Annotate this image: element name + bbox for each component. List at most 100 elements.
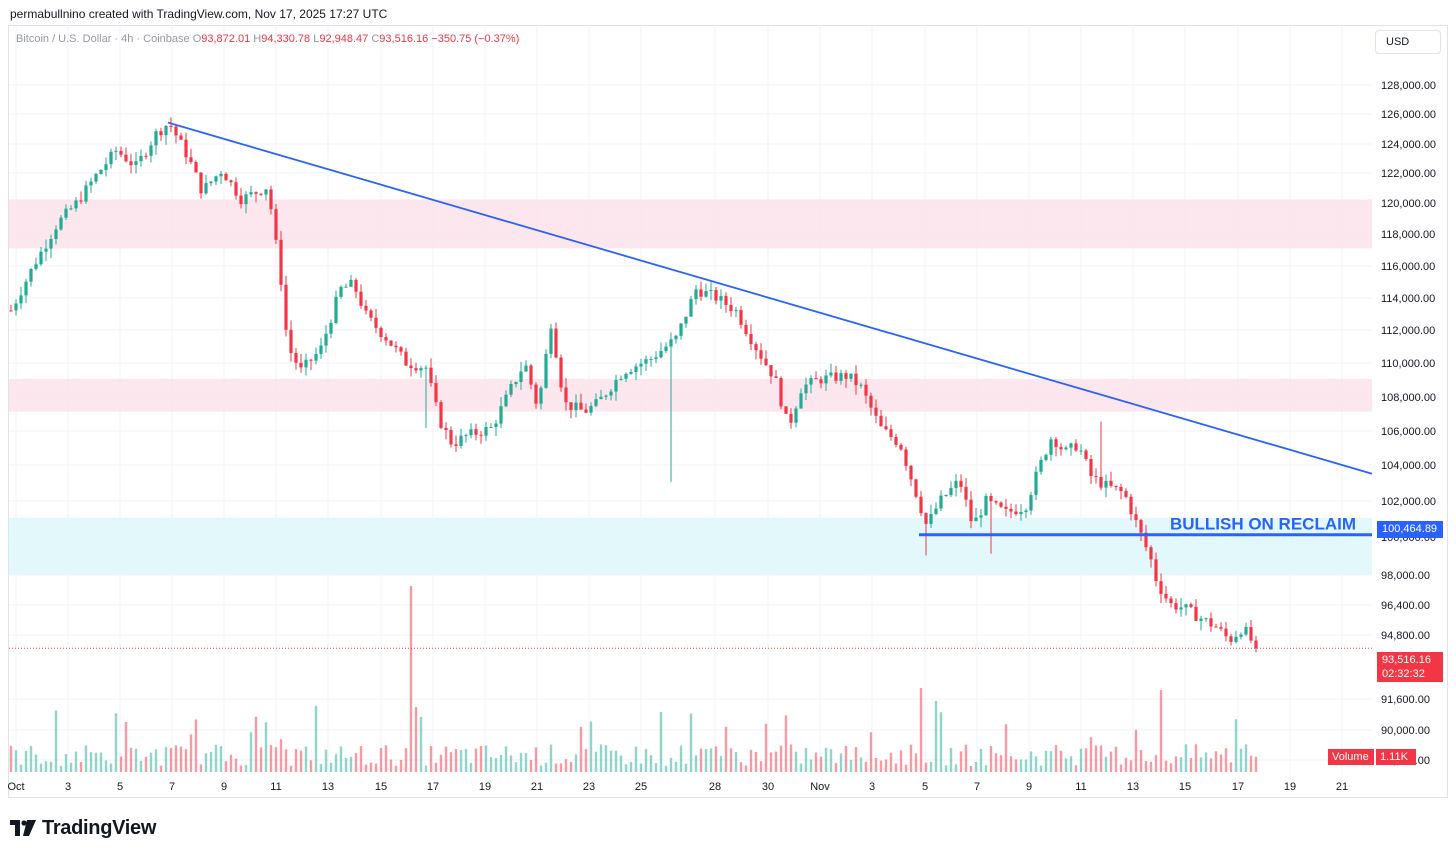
tradingview-logo-icon xyxy=(10,820,36,836)
candle-body xyxy=(939,495,943,509)
volume-bar xyxy=(444,746,448,772)
tradingview-logo[interactable]: TradingView xyxy=(10,816,156,840)
candle-body xyxy=(894,437,898,445)
candle-body xyxy=(29,268,33,282)
candle-body xyxy=(624,373,628,379)
x-tick-label: 23 xyxy=(583,781,595,793)
volume-bar xyxy=(1114,746,1118,772)
candle-body xyxy=(54,229,58,239)
candle-body xyxy=(1169,598,1173,604)
candle-body xyxy=(259,193,263,195)
candle-body xyxy=(184,139,188,158)
candle-body xyxy=(584,409,588,413)
candle-body xyxy=(879,415,883,427)
x-tick-label: 17 xyxy=(1232,781,1244,793)
volume-bar xyxy=(174,745,178,772)
candle-body xyxy=(439,402,443,428)
candle-body xyxy=(1064,447,1068,450)
volume-bar xyxy=(634,746,638,772)
volume-bar xyxy=(664,765,668,772)
volume-bar xyxy=(1229,762,1233,772)
volume-bar xyxy=(719,755,723,772)
candle-body xyxy=(884,426,888,430)
candle-body xyxy=(374,317,378,328)
candle-body xyxy=(689,299,693,317)
volume-bar xyxy=(1254,756,1258,772)
y-tick-label: 102,000.00 xyxy=(1381,496,1436,508)
volume-bar xyxy=(239,765,243,772)
candle-body xyxy=(219,173,223,177)
candle-body xyxy=(314,353,318,361)
volume-bar xyxy=(1249,755,1253,772)
candle-body xyxy=(719,296,723,301)
volume-bar xyxy=(834,763,838,772)
candle-body xyxy=(84,185,88,202)
candle-body xyxy=(14,303,18,311)
candle-body xyxy=(639,363,643,367)
candle-body xyxy=(429,367,433,383)
volume-bar xyxy=(1034,756,1038,772)
currency-button[interactable]: USD xyxy=(1375,30,1441,54)
candle-body xyxy=(844,373,848,379)
volume-bar xyxy=(224,761,228,772)
candle-body xyxy=(654,357,658,359)
candle-body xyxy=(169,125,173,127)
y-tick-label: 110,000.00 xyxy=(1381,358,1435,370)
volume-bar xyxy=(19,764,23,772)
candle-body xyxy=(779,378,783,407)
candle-body xyxy=(914,479,918,497)
volume-bar xyxy=(39,763,43,772)
candle-body xyxy=(149,145,153,156)
candle-body xyxy=(744,324,748,334)
volume-bar xyxy=(354,753,358,772)
volume-bar xyxy=(289,765,293,772)
candle-body xyxy=(554,328,558,358)
volume-bar xyxy=(169,747,173,772)
candle-body xyxy=(1154,559,1158,582)
volume-bar xyxy=(1174,756,1178,772)
candle-body xyxy=(994,501,998,503)
candle-body xyxy=(974,517,978,522)
x-tick-label: 13 xyxy=(1127,781,1139,793)
candle-body xyxy=(694,289,698,300)
chart-credit: permabullnino created with TradingView.c… xyxy=(10,7,388,21)
candle-body xyxy=(574,402,578,411)
candle-body xyxy=(869,395,873,408)
candle-body xyxy=(1014,511,1018,515)
volume-bar xyxy=(34,754,38,772)
candle-body xyxy=(459,435,463,446)
candle-body xyxy=(724,296,728,306)
candle-body xyxy=(1109,480,1113,486)
candle-body xyxy=(594,399,598,406)
y-tick-label: 106,000.00 xyxy=(1381,426,1436,438)
volume-bar xyxy=(1084,748,1088,772)
volume-bar xyxy=(294,749,298,772)
candle-body xyxy=(544,353,548,388)
volume-bar xyxy=(309,760,313,772)
volume-bar xyxy=(614,750,618,772)
candle-body xyxy=(1139,520,1143,533)
candle-body xyxy=(619,378,623,380)
candle-body xyxy=(514,381,518,385)
x-tick-label: 11 xyxy=(270,781,281,793)
candle-body xyxy=(979,515,983,518)
x-tick-label: 9 xyxy=(1026,781,1032,793)
volume-bar xyxy=(609,750,613,772)
volume-bar xyxy=(859,757,863,772)
last-price-value: 93,516.16 xyxy=(1382,654,1431,666)
candle-body xyxy=(204,183,208,194)
volume-bar xyxy=(1239,748,1243,772)
volume-bar xyxy=(1184,744,1188,772)
volume-bar xyxy=(89,752,93,772)
x-tick-label: 5 xyxy=(922,781,928,793)
volume-bar xyxy=(699,748,703,772)
volume-bar xyxy=(279,739,283,772)
volume-bar xyxy=(1004,724,1008,772)
candle-body xyxy=(1184,604,1188,608)
volume-bar xyxy=(794,751,798,772)
candle-body xyxy=(959,480,963,487)
candle-body xyxy=(674,335,678,340)
volume-bar xyxy=(139,760,143,772)
volume-bar xyxy=(819,756,823,772)
